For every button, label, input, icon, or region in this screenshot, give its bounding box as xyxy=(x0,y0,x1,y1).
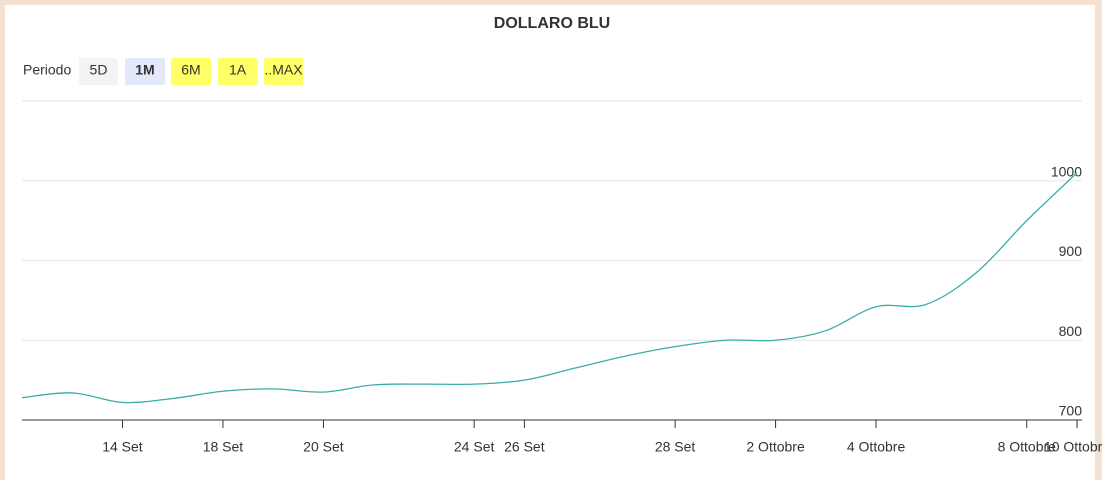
period-button-label[interactable]: 1M xyxy=(135,62,154,78)
period-button-label[interactable]: ..MAX xyxy=(264,62,303,78)
period-button[interactable] xyxy=(79,58,118,85)
x-tick-label: 20 Set xyxy=(303,439,344,455)
x-tick-label: 14 Set xyxy=(102,439,143,455)
y-tick-label: 1000 xyxy=(1051,163,1082,179)
chart-title: DOLLARO BLU xyxy=(494,15,610,32)
x-tick-label: 18 Set xyxy=(203,439,244,455)
period-button[interactable] xyxy=(264,58,303,85)
y-tick-label: 900 xyxy=(1059,243,1083,259)
period-button[interactable] xyxy=(171,58,211,85)
period-button[interactable] xyxy=(218,58,257,85)
data-line xyxy=(21,172,1078,404)
x-tick-label: 8 Ottobre xyxy=(998,439,1057,455)
y-tick-label: 800 xyxy=(1059,323,1083,339)
x-tick-label: 10 Ottobre xyxy=(1044,439,1102,455)
y-tick-label: 700 xyxy=(1059,403,1083,419)
panel xyxy=(5,5,1095,480)
period-button-label[interactable]: 1A xyxy=(229,62,247,78)
period-button-label[interactable]: 6M xyxy=(181,62,200,78)
period-button-label[interactable]: 5D xyxy=(90,62,108,78)
x-tick-label: 24 Set xyxy=(454,439,495,455)
x-tick-label: 4 Ottobre xyxy=(847,439,906,455)
x-tick-label: 26 Set xyxy=(504,439,545,455)
period-label: Periodo xyxy=(23,62,71,78)
period-button[interactable] xyxy=(125,58,165,85)
x-tick-label: 2 Ottobre xyxy=(746,439,805,455)
x-tick-label: 28 Set xyxy=(655,439,696,455)
